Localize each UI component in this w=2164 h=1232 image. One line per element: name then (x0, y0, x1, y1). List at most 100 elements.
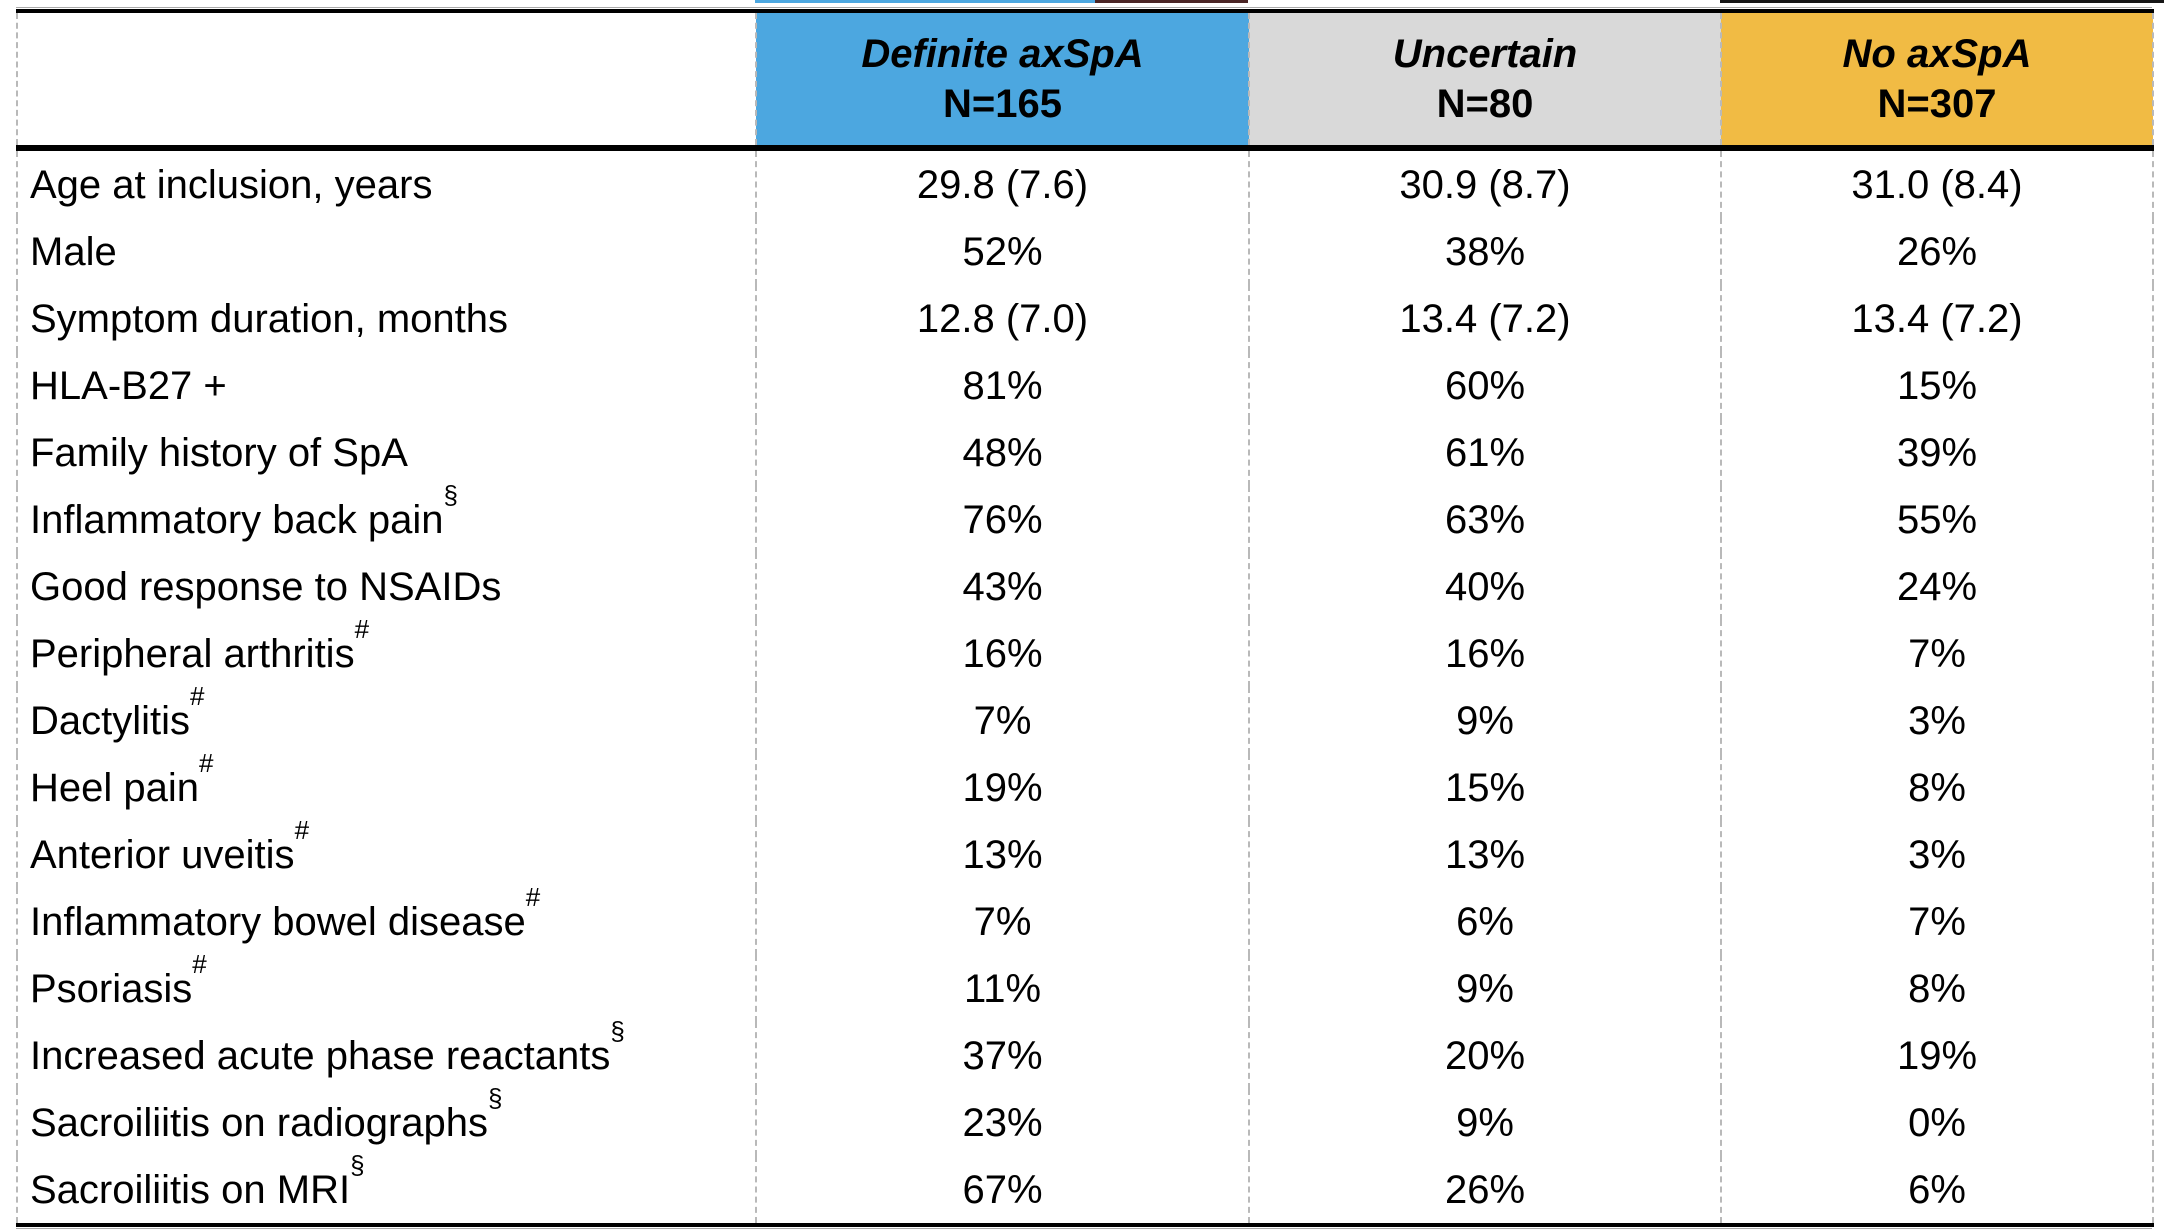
value-cell-no-axspa: 6% (1720, 1156, 2154, 1225)
value-cell-definite-axspa: 52% (755, 218, 1249, 285)
baseline-characteristics-table-frame: Definite axSpA N=165 Uncertain N=80 No a… (16, 7, 2154, 1229)
column-sample-size: N=80 (1436, 82, 1534, 126)
value-cell-definite-axspa: 12.8 (7.0) (755, 285, 1249, 352)
table-row: Sacroiliitis on radiographs§ 23% 9% 0% (16, 1085, 2154, 1156)
characteristic-label-cell: Sacroiliitis on radiographs§ (16, 1085, 756, 1156)
value-cell-definite-axspa: 11% (755, 955, 1249, 1022)
value-cell-definite-axspa: 7% (755, 687, 1249, 754)
table-header: Definite axSpA N=165 Uncertain N=80 No a… (16, 11, 2154, 151)
column-sample-size: N=165 (943, 82, 1062, 126)
characteristic-label: Good response to NSAIDs (30, 564, 502, 609)
footnote-marker: § (488, 1082, 503, 1113)
table-row: HLA-B27 + 81% 60% 15% (16, 352, 2154, 419)
table-row: Dactylitis# 7% 9% 3% (16, 683, 2154, 754)
table-row: Male 52% 38% 26% (16, 218, 2154, 285)
characteristic-label: Symptom duration, months (30, 296, 508, 341)
table-row: Good response to NSAIDs 43% 40% 24% (16, 553, 2154, 620)
value-cell-definite-axspa: 76% (755, 486, 1249, 553)
characteristic-label: Sacroiliitis on radiographs (30, 1100, 489, 1145)
value-cell-uncertain: 30.9 (8.7) (1248, 148, 1721, 218)
characteristic-label-cell: Sacroiliitis on MRI§ (16, 1152, 756, 1225)
characteristic-label-cell: Inflammatory bowel disease# (16, 884, 756, 955)
characteristic-label-cell: Good response to NSAIDs (16, 553, 756, 620)
value-cell-uncertain: 63% (1248, 486, 1721, 553)
characteristic-label-cell: Male (16, 218, 756, 285)
characteristic-label-cell: Heel pain# (16, 750, 756, 821)
footnote-marker: § (443, 479, 458, 510)
footnote-marker: # (525, 881, 541, 912)
value-cell-no-axspa: 3% (1720, 687, 2154, 754)
value-cell-uncertain: 40% (1248, 553, 1721, 620)
value-cell-uncertain: 16% (1248, 620, 1721, 687)
value-cell-no-axspa: 19% (1720, 1022, 2154, 1089)
table-row: Inflammatory back pain§ 76% 63% 55% (16, 482, 2154, 553)
column-header-definite-axspa: Definite axSpA N=165 (755, 11, 1249, 151)
characteristic-label: Dactylitis (30, 698, 191, 743)
characteristic-label: Inflammatory bowel disease (30, 899, 526, 944)
value-cell-definite-axspa: 43% (755, 553, 1249, 620)
header-row: Definite axSpA N=165 Uncertain N=80 No a… (16, 11, 2154, 151)
value-cell-no-axspa: 39% (1720, 419, 2154, 486)
value-cell-definite-axspa: 23% (755, 1089, 1249, 1156)
characteristic-label-cell: HLA-B27 + (16, 352, 756, 419)
table-row: Family history of SpA 48% 61% 39% (16, 419, 2154, 486)
value-cell-uncertain: 9% (1248, 1089, 1721, 1156)
value-cell-no-axspa: 26% (1720, 218, 2154, 285)
characteristic-label: Sacroiliitis on MRI (30, 1167, 351, 1212)
footnote-marker: # (294, 814, 310, 845)
footnote-marker: # (190, 680, 205, 711)
characteristic-label-cell: Symptom duration, months (16, 285, 756, 352)
footnote-marker: # (192, 948, 207, 979)
column-header-no-axspa: No axSpA N=307 (1720, 11, 2154, 151)
value-cell-uncertain: 9% (1248, 687, 1721, 754)
characteristic-label: Heel pain (30, 765, 200, 810)
value-cell-definite-axspa: 48% (755, 419, 1249, 486)
value-cell-definite-axspa: 16% (755, 620, 1249, 687)
characteristic-label: Increased acute phase reactants (30, 1033, 611, 1078)
value-cell-uncertain: 9% (1248, 955, 1721, 1022)
value-cell-definite-axspa: 19% (755, 754, 1249, 821)
value-cell-no-axspa: 7% (1720, 888, 2154, 955)
characteristic-label-cell: Family history of SpA (16, 419, 756, 486)
value-cell-uncertain: 6% (1248, 888, 1721, 955)
value-cell-no-axspa: 24% (1720, 553, 2154, 620)
blank-header-cell (16, 11, 756, 151)
characteristic-label-cell: Increased acute phase reactants§ (16, 1018, 756, 1089)
value-cell-no-axspa: 55% (1720, 486, 2154, 553)
value-cell-uncertain: 60% (1248, 352, 1721, 419)
table-row: Sacroiliitis on MRI§ 67% 26% 6% (16, 1152, 2154, 1225)
characteristic-label: Peripheral arthritis (30, 631, 355, 676)
value-cell-uncertain: 26% (1248, 1156, 1721, 1225)
value-cell-definite-axspa: 13% (755, 821, 1249, 888)
characteristic-label-cell: Psoriasis# (16, 951, 756, 1022)
value-cell-uncertain: 13% (1248, 821, 1721, 888)
characteristic-label-cell: Inflammatory back pain§ (16, 482, 756, 553)
value-cell-definite-axspa: 37% (755, 1022, 1249, 1089)
table-row: Age at inclusion, years 29.8 (7.6) 30.9 … (16, 148, 2154, 218)
baseline-characteristics-table: Definite axSpA N=165 Uncertain N=80 No a… (16, 9, 2154, 1227)
table-row: Anterior uveitis# 13% 13% 3% (16, 817, 2154, 888)
table-row: Inflammatory bowel disease# 7% 6% 7% (16, 884, 2154, 955)
table-row: Psoriasis# 11% 9% 8% (16, 951, 2154, 1022)
value-cell-uncertain: 38% (1248, 218, 1721, 285)
characteristic-label: Anterior uveitis (30, 832, 295, 877)
crop-artifact-strip-maroon (1095, 0, 1248, 3)
table-bottom-thin-rule (16, 1228, 2152, 1229)
value-cell-uncertain: 13.4 (7.2) (1248, 285, 1721, 352)
crop-artifact-strip-black (1720, 0, 2164, 3)
column-title: Uncertain (1392, 32, 1578, 76)
value-cell-no-axspa: 3% (1720, 821, 2154, 888)
value-cell-no-axspa: 13.4 (7.2) (1720, 285, 2154, 352)
value-cell-no-axspa: 15% (1720, 352, 2154, 419)
table-row: Heel pain# 19% 15% 8% (16, 750, 2154, 821)
table-row: Symptom duration, months 12.8 (7.0) 13.4… (16, 285, 2154, 352)
column-header-uncertain: Uncertain N=80 (1248, 11, 1721, 151)
value-cell-no-axspa: 0% (1720, 1089, 2154, 1156)
characteristic-label: Male (30, 229, 117, 274)
column-title: Definite axSpA (861, 32, 1144, 76)
crop-artifact-strip-blue (755, 0, 1095, 3)
value-cell-definite-axspa: 67% (755, 1156, 1249, 1225)
characteristic-label: Psoriasis (30, 966, 193, 1011)
characteristic-label-cell: Age at inclusion, years (16, 148, 756, 218)
